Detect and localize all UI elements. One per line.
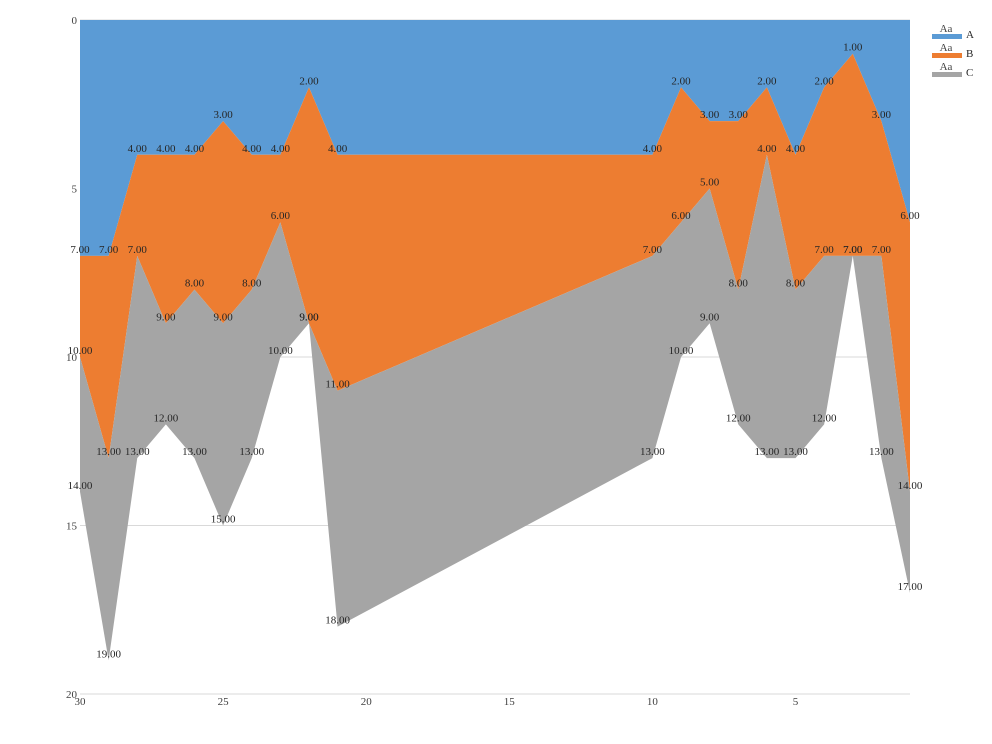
x-tick-label: 10 [647, 696, 659, 708]
data-label-a: 3.00 [213, 109, 233, 121]
x-tick-label: 25 [218, 696, 230, 708]
data-label-c: 13.00 [125, 446, 150, 458]
area-series-a [80, 20, 910, 256]
data-label-b: 7.00 [872, 244, 892, 256]
data-label-c: 17.00 [898, 581, 923, 593]
data-label-a: 6.00 [900, 210, 920, 222]
data-label-a: 4.00 [128, 143, 148, 155]
data-label-b: 4.00 [757, 143, 777, 155]
data-label-c: 12.00 [153, 412, 178, 424]
data-label-a: 4.00 [185, 143, 205, 155]
data-label-c: 12.00 [726, 412, 751, 424]
data-label-a: 4.00 [271, 143, 291, 155]
data-label-c: 13.00 [182, 446, 207, 458]
x-tick-label: 15 [504, 696, 516, 708]
data-label-b: 6.00 [671, 210, 691, 222]
data-label-c: 9.00 [299, 311, 319, 323]
legend-swatch-text: Aa [940, 61, 953, 73]
data-label-b: 13.00 [96, 446, 121, 458]
y-tick-label: 5 [72, 184, 78, 196]
data-label-b: 7.00 [815, 244, 835, 256]
data-label-b: 9.00 [299, 311, 319, 323]
data-label-b: 7.00 [843, 244, 863, 256]
data-label-c: 13.00 [239, 446, 264, 458]
data-label-c: 10.00 [669, 345, 694, 357]
legend-swatch-a [932, 34, 962, 39]
data-label-a: 1.00 [843, 42, 863, 54]
area-series-c [80, 154, 910, 661]
data-label-a: 4.00 [328, 143, 348, 155]
data-label-b: 11.00 [325, 379, 350, 391]
data-label-b: 5.00 [700, 177, 720, 189]
y-tick-label: 10 [66, 352, 78, 364]
data-label-c: 14.00 [68, 480, 93, 492]
data-label-a: 4.00 [242, 143, 262, 155]
data-label-b: 9.00 [156, 311, 176, 323]
legend-swatch-text: Aa [940, 23, 953, 35]
legend-label-b: B [966, 48, 973, 60]
data-label-a: 2.00 [815, 75, 835, 87]
data-label-b: 8.00 [786, 278, 806, 290]
legend: Aa A Aa B Aa C [932, 23, 974, 79]
data-label-a: 4.00 [643, 143, 663, 155]
data-label-c: 7.00 [843, 244, 863, 256]
legend-label-c: C [966, 67, 973, 79]
data-label-c: 15.00 [211, 514, 236, 526]
data-label-a: 4.00 [156, 143, 176, 155]
x-tick-label: 20 [361, 696, 373, 708]
data-label-b: 7.00 [643, 244, 663, 256]
data-label-c: 13.00 [640, 446, 665, 458]
data-label-c: 10.00 [268, 345, 293, 357]
x-tick-label: 30 [75, 696, 87, 708]
data-label-b: 8.00 [729, 278, 749, 290]
y-tick-label: 20 [66, 689, 78, 701]
data-label-a: 3.00 [872, 109, 892, 121]
data-label-b: 10.00 [68, 345, 93, 357]
data-label-a: 3.00 [729, 109, 749, 121]
legend-label-a: A [966, 29, 974, 41]
data-label-c: 19.00 [96, 648, 121, 660]
data-label-a: 2.00 [671, 75, 691, 87]
y-tick-label: 15 [66, 521, 78, 533]
data-label-c: 18.00 [325, 615, 350, 627]
data-label-a: 2.00 [757, 75, 777, 87]
data-label-c: 13.00 [783, 446, 808, 458]
y-tick-label: 0 [72, 15, 78, 27]
data-label-b: 7.00 [128, 244, 148, 256]
area-series-b [80, 53, 910, 492]
data-label-c: 12.00 [812, 412, 837, 424]
data-label-c: 9.00 [700, 311, 720, 323]
data-labels: 7.00 7.00 4.00 4.00 4.00 3.00 4.00 4.00 2.00 4.00… [68, 42, 923, 661]
legend-swatch-b [932, 53, 962, 58]
data-label-b: 8.00 [242, 278, 262, 290]
data-label-a: 7.00 [99, 244, 119, 256]
legend-swatch-text: Aa [940, 42, 953, 54]
data-label-a: 4.00 [786, 143, 806, 155]
data-label-c: 13.00 [869, 446, 894, 458]
data-label-c: 13.00 [755, 446, 780, 458]
data-label-a: 3.00 [700, 109, 720, 121]
data-label-b: 14.00 [898, 480, 923, 492]
area-series [80, 20, 910, 661]
data-label-a: 7.00 [70, 244, 90, 256]
data-label-b: 9.00 [213, 311, 233, 323]
x-tick-label: 5 [793, 696, 799, 708]
data-label-a: 2.00 [299, 75, 319, 87]
data-label-b: 8.00 [185, 278, 205, 290]
data-label-b: 6.00 [271, 210, 291, 222]
legend-swatch-c [932, 72, 962, 77]
